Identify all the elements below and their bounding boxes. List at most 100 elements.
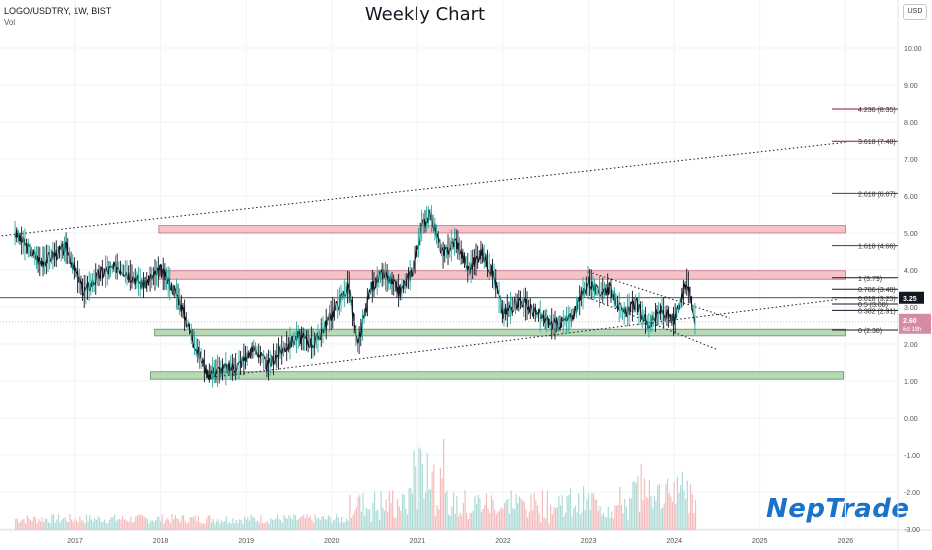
volume-bar — [373, 491, 376, 530]
volume-bar — [322, 516, 325, 530]
volume-bar — [57, 514, 60, 530]
volume-bar — [146, 518, 148, 530]
volume-bar — [439, 467, 441, 530]
volume-bar — [94, 517, 96, 530]
volume-bar — [423, 498, 425, 530]
volume-bar — [268, 523, 270, 530]
fib-level-label: 0 (2.38) — [858, 328, 882, 335]
volume-bar — [474, 496, 476, 530]
volume-bar — [334, 519, 336, 530]
trendline — [588, 297, 718, 351]
volume-bar — [410, 487, 412, 530]
volume-bar — [51, 514, 53, 530]
volume-bar — [527, 517, 529, 530]
volume-bar — [443, 439, 445, 530]
volume-bar — [362, 493, 364, 530]
volume-bar — [395, 517, 397, 530]
volume-bar — [522, 500, 524, 530]
volume-bar — [257, 520, 259, 530]
y-tick-label: -3.00 — [904, 527, 920, 534]
volume-bar — [454, 513, 456, 530]
volume-bar — [123, 519, 125, 530]
volume-bar — [578, 493, 580, 530]
volume-bar — [214, 523, 216, 530]
volume-bar — [660, 508, 662, 530]
volume-bar — [280, 519, 282, 530]
volume-bar — [148, 523, 150, 530]
volume-bar — [405, 508, 407, 530]
volume-bar — [364, 515, 366, 530]
volume-bar — [451, 506, 453, 530]
y-tick-label: 1.00 — [904, 379, 918, 386]
volume-bar — [378, 519, 381, 530]
volume-bar — [676, 476, 679, 530]
volume-bar — [563, 516, 565, 530]
volume-bar — [464, 490, 466, 530]
volume-bar — [446, 490, 448, 530]
volume-bar — [480, 511, 483, 530]
volume-bar — [426, 452, 428, 530]
volume-bar — [169, 523, 172, 530]
volume-bar — [388, 491, 390, 530]
volume-bar — [275, 518, 277, 530]
volume-bar — [561, 495, 563, 530]
volume-bar — [288, 514, 290, 530]
volume-bar — [457, 516, 460, 530]
volume-bar — [670, 496, 672, 530]
volume-bar — [477, 494, 479, 530]
volume-bar — [95, 519, 97, 530]
currency-button[interactable]: USD — [903, 4, 927, 20]
volume-bar — [245, 519, 247, 530]
volume-bar — [531, 510, 534, 530]
y-tick-label: 4.00 — [904, 268, 918, 275]
volume-bar — [630, 498, 632, 530]
volume-bar — [653, 495, 655, 530]
volume-bar — [90, 519, 93, 530]
volume-bar — [668, 493, 670, 530]
volume-bar — [680, 485, 682, 530]
volume-bar — [438, 509, 440, 530]
volume-bar — [321, 516, 323, 530]
volume-bar — [569, 487, 572, 530]
volume-bar — [566, 496, 568, 530]
volume-bar — [499, 510, 501, 530]
volume-bar — [299, 516, 302, 530]
volume-bar — [377, 510, 379, 530]
volume-bar — [622, 513, 624, 530]
volume-bar — [158, 516, 160, 530]
volume-bar — [635, 483, 637, 530]
volume-bar — [66, 521, 68, 530]
fib-level-label: 2.618 (6.07) — [858, 191, 896, 198]
volume-bar — [666, 478, 669, 530]
volume-bar — [502, 508, 504, 530]
volume-bar — [688, 512, 690, 530]
volume-bar — [548, 523, 550, 530]
volume-bar — [528, 511, 530, 530]
countdown-label: 6d 19h — [903, 327, 921, 333]
y-tick-label: 0.00 — [904, 416, 918, 423]
fib-level-label: 4.236 (8.35) — [858, 107, 896, 114]
volume-bar — [584, 510, 586, 530]
y-tick-label: 10.00 — [904, 46, 922, 53]
volume-bar — [619, 486, 621, 530]
volume-bar — [406, 514, 409, 530]
x-tick-label: 2018 — [153, 538, 169, 545]
volume-bar — [352, 514, 354, 530]
volume-bar — [176, 518, 178, 530]
volume-bar — [26, 515, 28, 530]
fib-layer: 4.236 (8.35) 3.618 (7.48) 2.618 (6.07) 1.61… — [832, 107, 898, 335]
volume-bar — [54, 522, 56, 530]
volume-bar — [71, 519, 73, 530]
volume-bar — [587, 493, 590, 530]
volume-bar — [495, 514, 497, 530]
volume-bar — [74, 518, 76, 530]
volume-bar — [128, 521, 130, 530]
volume-bar — [227, 522, 229, 530]
volume-bar — [229, 522, 231, 530]
volume-bar — [84, 523, 86, 530]
volume-bar — [694, 500, 697, 530]
volume-bar — [370, 521, 372, 530]
volume-bar — [606, 517, 608, 530]
volume-bar — [416, 509, 418, 530]
volume-bar — [199, 522, 201, 530]
